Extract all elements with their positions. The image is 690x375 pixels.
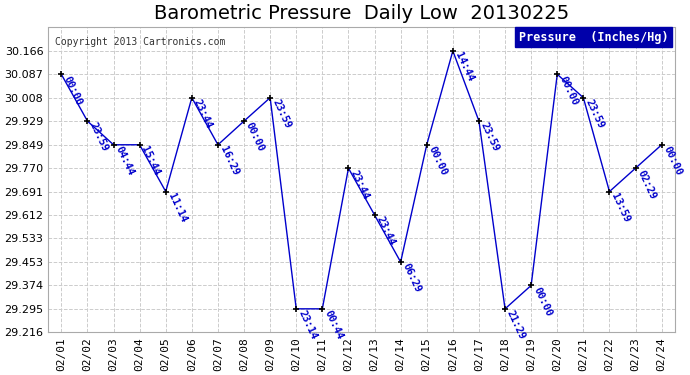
Text: 23:44: 23:44 [192, 98, 214, 130]
Text: Pressure  (Inches/Hg): Pressure (Inches/Hg) [519, 30, 669, 44]
Text: 14:44: 14:44 [453, 51, 475, 84]
Text: 00:00: 00:00 [558, 74, 580, 107]
Text: 00:00: 00:00 [662, 145, 684, 177]
Text: 21:29: 21:29 [505, 309, 527, 341]
Text: 23:59: 23:59 [270, 98, 293, 130]
Text: 16:29: 16:29 [218, 145, 240, 177]
Text: 23:59: 23:59 [583, 98, 606, 130]
Title: Barometric Pressure  Daily Low  20130225: Barometric Pressure Daily Low 20130225 [154, 4, 569, 23]
Text: 02:29: 02:29 [635, 168, 658, 201]
Text: 23:44: 23:44 [375, 215, 397, 248]
Text: 11:14: 11:14 [166, 192, 188, 224]
Text: 00:00: 00:00 [244, 121, 266, 154]
Text: 23:44: 23:44 [348, 168, 371, 201]
Text: 13:59: 13:59 [609, 192, 632, 224]
Text: 06:29: 06:29 [401, 262, 423, 295]
Text: 00:00: 00:00 [531, 285, 553, 318]
Text: 23:59: 23:59 [88, 121, 110, 154]
Text: 00:00: 00:00 [61, 74, 83, 107]
Text: 00:00: 00:00 [426, 145, 449, 177]
Text: 00:44: 00:44 [322, 309, 344, 341]
Text: 04:44: 04:44 [114, 145, 136, 177]
Text: 23:14: 23:14 [296, 309, 319, 341]
Text: 15:44: 15:44 [139, 145, 162, 177]
Text: 23:59: 23:59 [479, 121, 501, 154]
Text: Copyright 2013 Cartronics.com: Copyright 2013 Cartronics.com [55, 37, 225, 46]
